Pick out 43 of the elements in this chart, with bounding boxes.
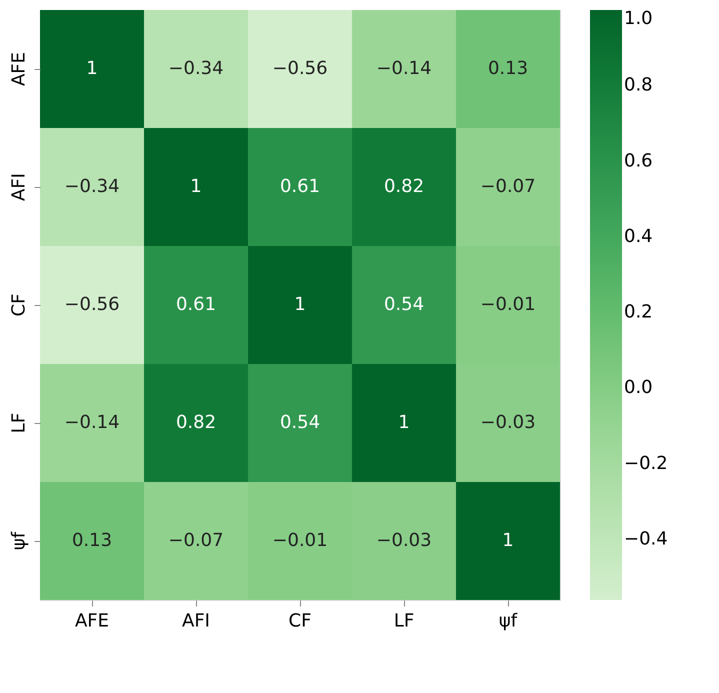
color-bar-label: −0.2 bbox=[624, 452, 668, 474]
y-tick-label: AFE bbox=[8, 52, 30, 86]
color-bar-label: 1.0 bbox=[624, 8, 653, 29]
color-bar-label: 0.4 bbox=[624, 226, 653, 247]
x-tick-label: CF bbox=[288, 610, 312, 632]
data-label: 0.82 bbox=[384, 176, 424, 197]
color-bar-label: 0.0 bbox=[624, 377, 653, 398]
data-label: −0.34 bbox=[64, 176, 120, 197]
data-label: −0.01 bbox=[272, 530, 328, 551]
data-label: −0.14 bbox=[376, 58, 432, 79]
data-label: 1 bbox=[398, 412, 410, 433]
data-label: 0.61 bbox=[280, 176, 320, 197]
data-label: −0.56 bbox=[272, 58, 328, 79]
data-label: −0.07 bbox=[480, 176, 536, 197]
data-label: −0.34 bbox=[168, 58, 224, 79]
data-label: 0.13 bbox=[72, 530, 112, 551]
data-label: 1 bbox=[502, 530, 514, 551]
x-tick-label: AFE bbox=[74, 610, 110, 632]
data-label: 1 bbox=[86, 58, 98, 79]
color-bar-label: 0.2 bbox=[624, 302, 653, 323]
color-bar-label: 0.8 bbox=[624, 74, 653, 96]
y-tick-label: AFI bbox=[8, 173, 30, 201]
color-bar-label: −0.4 bbox=[624, 528, 668, 550]
data-label: −0.14 bbox=[64, 412, 120, 433]
x-tick-label: ψf bbox=[498, 610, 518, 632]
data-label: 1 bbox=[190, 176, 202, 197]
data-label: −0.01 bbox=[480, 294, 536, 315]
color-bar-label: 0.6 bbox=[624, 150, 653, 172]
data-label: 0.54 bbox=[280, 412, 320, 433]
y-tick-label: LF bbox=[8, 412, 30, 434]
y-tick-label: CF bbox=[8, 294, 30, 316]
data-label: −0.03 bbox=[376, 530, 432, 551]
data-label: 0.82 bbox=[176, 412, 216, 433]
data-label: −0.07 bbox=[168, 530, 224, 551]
data-label: 0.61 bbox=[176, 294, 216, 315]
x-tick-label: LF bbox=[394, 610, 414, 632]
data-label: 0.13 bbox=[488, 58, 528, 79]
data-label: 0.54 bbox=[384, 294, 424, 315]
y-tick-label: ψf bbox=[8, 531, 30, 550]
data-label: −0.03 bbox=[480, 412, 536, 433]
data-label: −0.56 bbox=[64, 294, 120, 315]
x-tick-label: AFI bbox=[182, 610, 210, 632]
data-label: 1 bbox=[294, 294, 306, 315]
